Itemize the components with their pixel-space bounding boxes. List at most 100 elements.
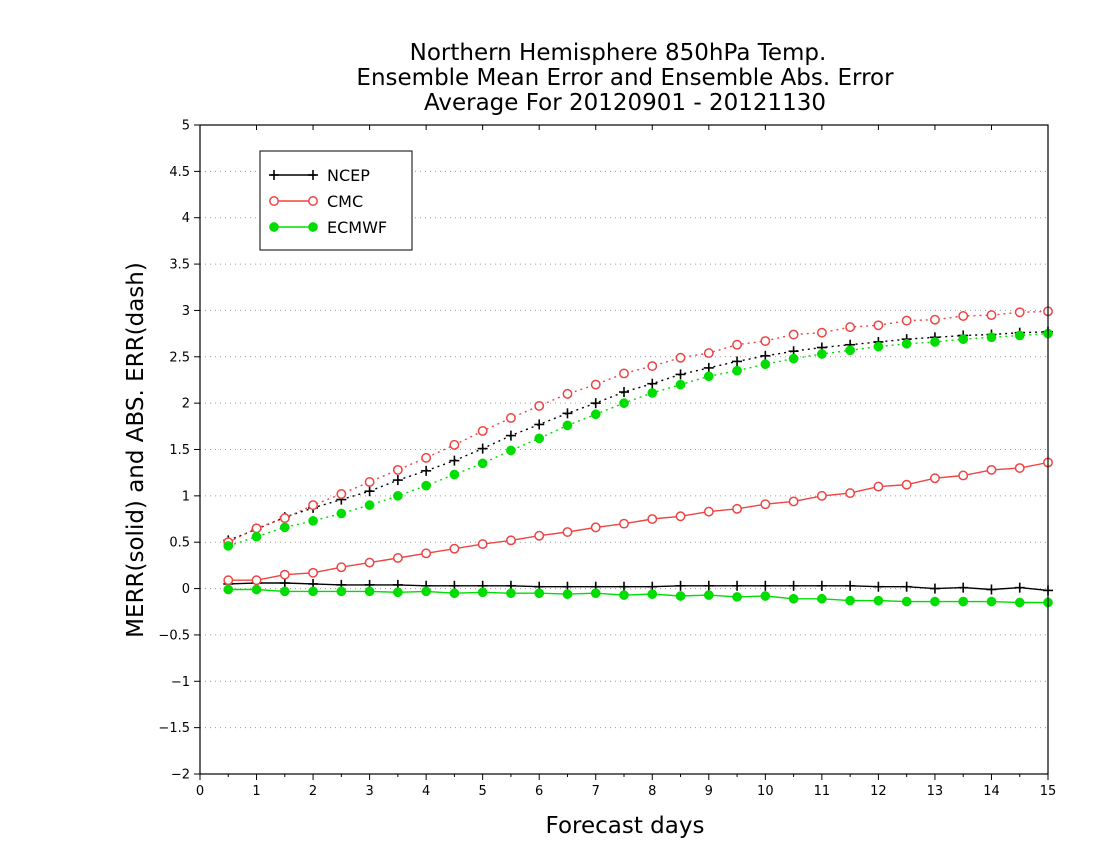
point-ecmwf-abs-20 <box>788 353 799 364</box>
x-tick-label-7: 7 <box>592 784 600 799</box>
point-ncep-abs-8 <box>449 455 460 466</box>
point-cmc-abs-5 <box>364 477 375 487</box>
point-cmc-abs-8 <box>449 439 460 450</box>
point-cmc-abs-4 <box>336 489 347 499</box>
point-ncep-abs-6 <box>392 475 403 486</box>
point-ecmwf-mean-22 <box>845 595 855 606</box>
point-ecmwf-abs-24 <box>901 338 912 349</box>
point-ecmwf-abs-22 <box>845 345 855 356</box>
x-tick-label-4: 4 <box>422 784 430 799</box>
point-cmc-abs-10 <box>505 413 516 423</box>
point-ecmwf-mean-24 <box>901 596 912 607</box>
point-ecmwf-mean-13 <box>590 588 601 599</box>
point-ecmwf-abs-7 <box>421 480 431 491</box>
x-tick-label-10: 10 <box>757 784 774 799</box>
point-ecmwf-mean-23 <box>873 595 884 606</box>
point-ncep-abs-7 <box>421 465 432 476</box>
point-cmc-mean-1 <box>251 575 262 586</box>
point-cmc-abs-19 <box>760 336 771 346</box>
point-ecmwf-mean-15 <box>647 589 658 599</box>
y-tick-label-6: 1 <box>182 489 190 504</box>
point-ecmwf-abs-0 <box>223 541 234 551</box>
point-ecmwf-mean-6 <box>393 587 403 598</box>
point-ecmwf-abs-4 <box>336 508 347 519</box>
point-ncep-abs-9 <box>477 443 488 454</box>
point-ecmwf-abs-17 <box>703 371 714 382</box>
series-ecmwf-mean-error-line <box>228 588 1048 604</box>
point-cmc-mean-24 <box>901 479 912 490</box>
y-tick-label-5: 0.5 <box>169 536 190 551</box>
point-cmc-mean-21 <box>816 490 827 501</box>
x-tick-label-5: 5 <box>479 784 487 799</box>
legend-marker-cmc-b <box>308 196 318 206</box>
point-cmc-mean-11 <box>534 530 545 541</box>
point-ecmwf-abs-9 <box>477 458 488 469</box>
point-ecmwf-mean-19 <box>760 591 771 601</box>
point-cmc-mean-7 <box>421 548 432 559</box>
point-ecmwf-mean-3 <box>308 586 318 597</box>
series-cmc-mean-error-line <box>228 461 1049 581</box>
point-cmc-abs-16 <box>675 352 686 363</box>
point-cmc-mean-14 <box>619 518 629 529</box>
x-tick-label-0: 0 <box>196 784 204 799</box>
series-cmc-abs-error-line <box>227 310 1049 543</box>
x-tick-label-1: 1 <box>252 784 260 799</box>
point-cmc-mean-10 <box>505 535 516 546</box>
point-ncep-mean-26 <box>958 582 969 593</box>
series-layer <box>223 306 1053 608</box>
point-ecmwf-abs-2 <box>279 522 290 533</box>
point-ncep-mean-17 <box>703 580 714 591</box>
y-tick-label-4: 0 <box>182 582 190 597</box>
point-ncep-mean-24 <box>901 581 912 592</box>
point-cmc-mean-12 <box>562 527 573 537</box>
y-tick-label-3: −0.5 <box>158 628 190 643</box>
point-ecmwf-mean-2 <box>279 586 290 597</box>
point-ncep-abs-13 <box>590 398 601 409</box>
chart-title-line-2: Ensemble Mean Error and Ensemble Abs. Er… <box>356 65 894 91</box>
point-cmc-mean-9 <box>477 539 488 550</box>
point-cmc-abs-27 <box>986 310 997 321</box>
y-tick-label-8: 2 <box>182 397 190 412</box>
point-cmc-abs-25 <box>929 314 940 325</box>
point-ncep-abs-18 <box>732 356 743 367</box>
series-ecmwf <box>223 328 1053 608</box>
y-tick-label-7: 1.5 <box>169 443 190 458</box>
point-cmc-abs-21 <box>816 327 827 338</box>
point-cmc-abs-2 <box>279 513 290 524</box>
point-ecmwf-mean-9 <box>477 587 488 598</box>
point-ncep-abs-19 <box>760 350 771 361</box>
point-cmc-mean-6 <box>392 553 403 563</box>
point-ecmwf-abs-6 <box>393 491 403 501</box>
point-ecmwf-mean-26 <box>958 596 969 607</box>
plot-frame <box>199 124 1049 775</box>
y-tick-label-1: −1.5 <box>158 721 190 736</box>
legend-entry-cmc: CMC <box>269 192 363 211</box>
point-ncep-mean-28 <box>1014 582 1025 593</box>
point-cmc-mean-28 <box>1014 463 1025 473</box>
chart-title-line-3: Average For 20120901 - 20121130 <box>424 90 826 116</box>
point-cmc-abs-14 <box>619 368 629 379</box>
y-tick-label-14: 5 <box>182 119 190 134</box>
point-ncep-mean-2 <box>279 578 290 589</box>
point-cmc-mean-22 <box>845 488 856 499</box>
legend: NCEP CMC ECMWF <box>259 150 413 251</box>
chart-title-line-1: Northern Hemisphere 850hPa Temp. <box>410 40 827 66</box>
point-ncep-mean-19 <box>760 580 771 591</box>
point-cmc-mean-15 <box>647 514 658 524</box>
series-ecmwf-abs-error-line <box>228 332 1049 547</box>
point-ncep-abs-14 <box>619 387 629 398</box>
point-ecmwf-abs-23 <box>873 341 884 352</box>
point-cmc-mean-25 <box>929 473 940 484</box>
y-tick-label-10: 3 <box>182 304 190 319</box>
y-tick-label-9: 2.5 <box>169 350 190 365</box>
point-ncep-mean-20 <box>788 580 799 591</box>
point-cmc-abs-17 <box>703 348 714 359</box>
x-tick-label-15: 15 <box>1040 784 1057 799</box>
legend-entry-ncep: NCEP <box>269 166 370 185</box>
point-cmc-mean-18 <box>732 503 743 514</box>
point-ecmwf-mean-11 <box>534 588 545 599</box>
y-tick-label-2: −1 <box>171 675 190 690</box>
point-ecmwf-abs-11 <box>534 433 545 444</box>
point-ecmwf-mean-17 <box>703 590 714 600</box>
point-cmc-mean-19 <box>760 499 771 510</box>
